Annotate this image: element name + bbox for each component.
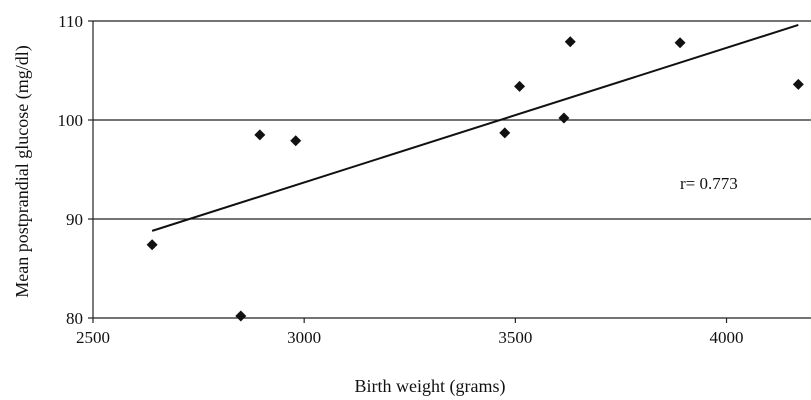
- data-point-7: [558, 112, 570, 124]
- y-tick-label: 110: [58, 12, 83, 31]
- data-point-5: [499, 127, 511, 139]
- y-tick-label: 80: [66, 309, 83, 328]
- y-tick-label: 100: [58, 111, 84, 130]
- data-point-9: [674, 37, 686, 49]
- data-point-6: [514, 80, 526, 92]
- x-tick-label: 3500: [498, 328, 532, 347]
- data-point-4: [290, 135, 302, 147]
- tick-labels: 80 90 100 110 2500 3000 3500 4000: [58, 12, 744, 347]
- axes: [88, 20, 728, 323]
- x-tick-label: 3000: [287, 328, 321, 347]
- data-points: [146, 36, 804, 322]
- data-point-3: [254, 129, 266, 141]
- correlation-annotation: r= 0.773: [680, 174, 738, 193]
- trendline: [151, 24, 799, 232]
- trendline-group: [151, 24, 799, 232]
- data-point-10: [792, 78, 804, 90]
- y-tick-label: 90: [66, 210, 83, 229]
- data-point-8: [564, 36, 576, 48]
- x-tick-label: 4000: [710, 328, 744, 347]
- gridlines: [93, 20, 811, 319]
- data-point-2: [235, 310, 247, 322]
- x-tick-label: 2500: [76, 328, 110, 347]
- y-axis-title: Mean postprandial glucose (mg/dl): [12, 45, 33, 297]
- data-point-1: [146, 239, 158, 251]
- x-axis-title: Birth weight (grams): [355, 376, 506, 397]
